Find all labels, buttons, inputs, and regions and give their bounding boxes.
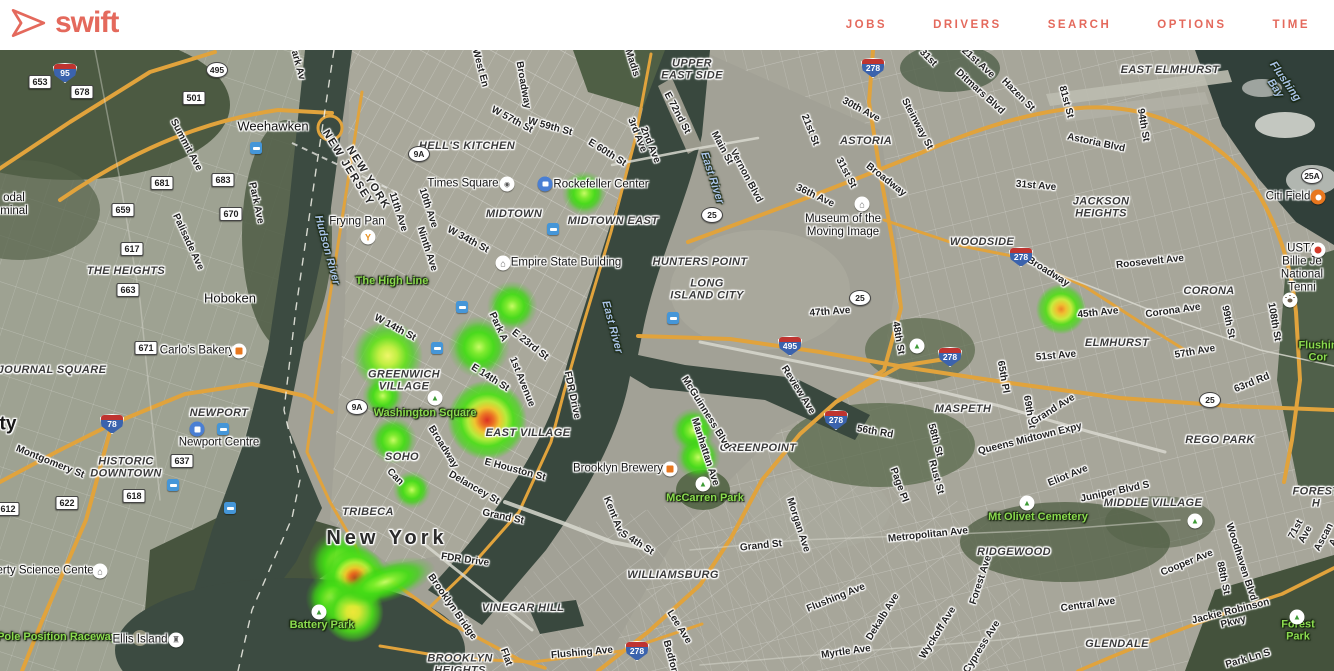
wine-icon[interactable]: Y [360,229,376,245]
brand[interactable]: swift [10,6,119,45]
transit-icon[interactable] [431,342,443,354]
orange-sq-icon[interactable] [662,461,678,477]
tree-icon[interactable]: ▲ [1289,609,1305,625]
nav-jobs[interactable]: JOBS [845,19,888,31]
tree-icon[interactable]: ▲ [1019,495,1035,511]
header: swift JOBS DRIVERS SEARCH OPTIONS TIME [0,0,1334,50]
tree-icon[interactable]: ▲ [1187,513,1203,529]
transit-icon[interactable] [667,312,679,324]
transit-icon[interactable] [456,301,468,313]
tree-icon[interactable]: ▲ [909,338,925,354]
castle-icon[interactable]: ♜ [168,632,184,648]
transit-icon[interactable] [224,502,236,514]
map-canvas[interactable] [0,30,1334,671]
tree-icon[interactable]: ▲ [311,604,327,620]
nav-drivers[interactable]: DRIVERS [933,19,1002,31]
building-icon[interactable]: ⌂ [495,255,511,271]
transit-icon[interactable] [250,142,262,154]
swift-logo-icon [10,6,48,45]
transit-icon[interactable] [547,223,559,235]
paw-icon[interactable] [1282,292,1298,308]
lock-icon[interactable] [537,176,553,192]
museum-icon[interactable]: ⌂ [854,196,870,212]
shopping-icon[interactable] [189,421,205,437]
transit-icon[interactable] [167,479,179,491]
baseball-icon[interactable] [1310,189,1326,205]
nav: JOBS DRIVERS SEARCH OPTIONS TIME [846,19,1310,31]
tree-icon[interactable]: ▲ [427,390,443,406]
tree-icon[interactable]: ▲ [695,476,711,492]
nav-options[interactable]: OPTIONS [1157,19,1227,31]
attraction-icon[interactable]: ◉ [499,176,515,192]
nav-search[interactable]: SEARCH [1047,19,1112,31]
orange-sq-icon[interactable] [231,343,247,359]
logo-text: swift [55,6,119,39]
transit-icon[interactable] [217,423,229,435]
nav-time[interactable]: TIME [1272,19,1310,31]
red-sq-icon[interactable] [1310,242,1326,258]
museum-icon[interactable]: ⌂ [92,563,108,579]
